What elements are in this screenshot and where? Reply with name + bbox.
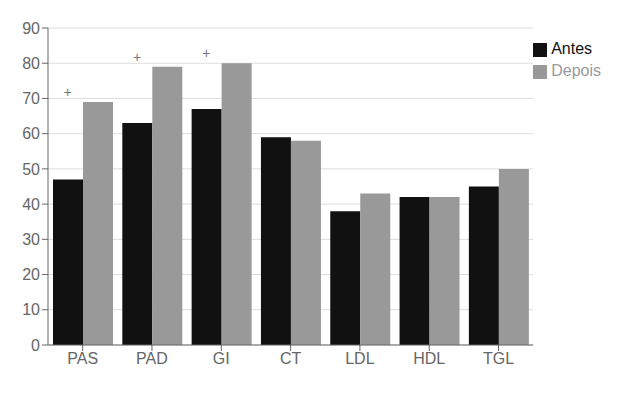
- svg-text:20: 20: [22, 266, 40, 283]
- svg-text:+: +: [133, 49, 141, 65]
- svg-text:LDL: LDL: [345, 350, 374, 367]
- svg-text:80: 80: [22, 55, 40, 72]
- svg-text:30: 30: [22, 231, 40, 248]
- svg-text:90: 90: [22, 20, 40, 37]
- svg-text:0: 0: [31, 337, 40, 354]
- svg-text:GI: GI: [213, 350, 230, 367]
- svg-text:50: 50: [22, 161, 40, 178]
- svg-text:TGL: TGL: [483, 350, 514, 367]
- svg-text:70: 70: [22, 90, 40, 107]
- svg-text:HDL: HDL: [413, 350, 445, 367]
- html-text:Depois: Depois: [551, 62, 601, 79]
- svg-text:60: 60: [22, 125, 40, 142]
- svg-text:10: 10: [22, 301, 40, 318]
- svg-text:PAD: PAD: [136, 350, 168, 367]
- svg-text:+: +: [202, 45, 210, 61]
- svg-text:PAS: PAS: [67, 350, 98, 367]
- svg-text:CT: CT: [280, 350, 302, 367]
- html-text:Antes: Antes: [551, 40, 593, 57]
- svg-text:+: +: [64, 84, 72, 100]
- svg-text:40: 40: [22, 196, 40, 213]
